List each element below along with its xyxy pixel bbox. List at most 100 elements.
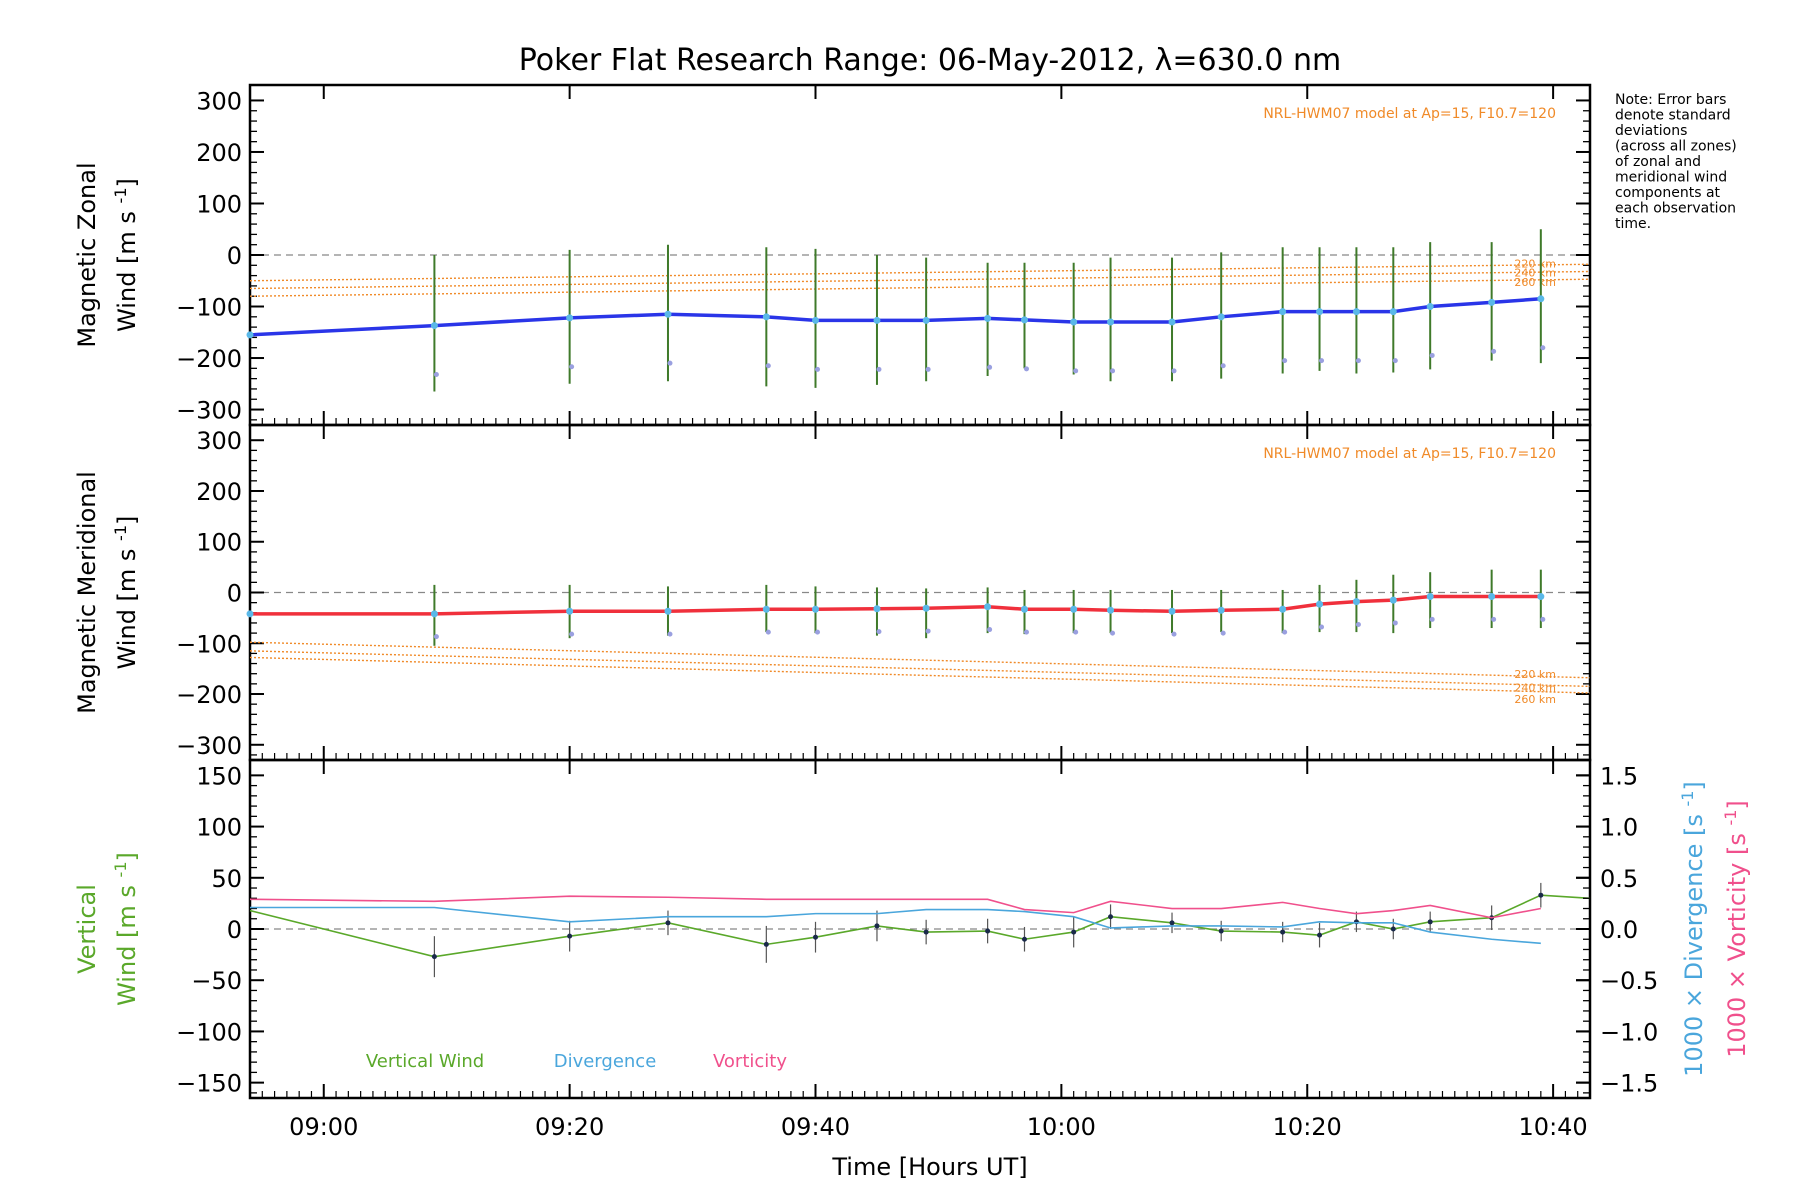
- wind-point: [1389, 308, 1397, 316]
- wind-point: [873, 316, 881, 324]
- zone-sample-point: [1540, 345, 1546, 351]
- x-tick-label: 09:40: [781, 1113, 850, 1141]
- vertical-wind-point: [985, 928, 991, 934]
- model-line-240-km: [249, 650, 1591, 688]
- wind-point: [762, 605, 770, 613]
- y-tick-label: 100: [196, 814, 242, 842]
- model-level-label: 260 km: [1514, 693, 1556, 706]
- vertical-wind-point: [763, 941, 769, 947]
- y-tick-label: 300: [196, 427, 242, 455]
- legend-entry: Vorticity: [713, 1051, 787, 1072]
- panel-frame: [248, 758, 1592, 1100]
- model-label: NRL-HWM07 model at Ap=15, F10.7=120: [1263, 106, 1556, 122]
- y-tick-label: 0: [227, 242, 242, 270]
- zone-sample-point: [1220, 363, 1226, 369]
- wind-point: [1537, 593, 1545, 601]
- y-tick-label: −300: [176, 732, 242, 760]
- y-tick-label: 150: [196, 762, 242, 790]
- y-tick-label: −100: [176, 630, 242, 658]
- model-level-label: 220 km: [1514, 257, 1556, 270]
- zone-sample-point: [1220, 630, 1226, 636]
- zone-sample-point: [569, 364, 575, 370]
- zone-sample-point: [433, 634, 439, 640]
- x-tick-label: 10:20: [1273, 1113, 1342, 1141]
- vertical-wind-line: [249, 894, 1591, 958]
- legend-entry: Vertical Wind: [366, 1051, 484, 1072]
- zone-sample-point: [876, 629, 882, 635]
- wind-point: [1070, 318, 1078, 326]
- wind-point: [922, 604, 930, 612]
- wind-point: [1316, 600, 1324, 608]
- zone-sample-point: [1073, 368, 1079, 374]
- wind-point: [873, 605, 881, 613]
- zonal-panel: 300 200 100 0 −100 −200 −300 Magnetic Zonal Wind…: [73, 83, 1592, 427]
- zone-sample-point: [1429, 616, 1435, 622]
- y2-tick-label: 0.0: [1600, 916, 1638, 944]
- zone-sample-point: [569, 631, 575, 637]
- zone-sample-point: [876, 366, 882, 372]
- zone-sample-point: [815, 629, 821, 635]
- y2-tick-label: 0.5: [1600, 865, 1638, 893]
- model-line-220-km: [249, 641, 1591, 679]
- x-tick-label: 09:00: [289, 1113, 358, 1141]
- zone-sample-point: [1392, 358, 1398, 364]
- zone-sample-point: [1319, 358, 1325, 364]
- wind-point: [1352, 598, 1360, 606]
- zone-sample-point: [765, 363, 771, 369]
- model-line-240-km: [249, 270, 1591, 290]
- note-line: Note: Error bars: [1615, 92, 1726, 108]
- meridional-panel: 300 200 100 0 −100 −200 −300 Magnetic Meridiona…: [73, 423, 1592, 762]
- wind-point: [1107, 318, 1115, 326]
- wind-point: [1020, 605, 1028, 613]
- y-tick-label: −300: [176, 397, 242, 425]
- wind-point: [1217, 313, 1225, 321]
- note-line: meridional wind: [1615, 170, 1727, 186]
- wind-point: [246, 610, 254, 618]
- zone-sample-point: [1171, 631, 1177, 637]
- zone-sample-point: [1355, 358, 1361, 364]
- zone-sample-point: [765, 629, 771, 635]
- y-axis-label-line1: Magnetic Zonal: [73, 162, 101, 347]
- wind-point: [762, 313, 770, 321]
- vertical-wind-point: [431, 954, 437, 960]
- y2-tick-label: 1.5: [1600, 762, 1638, 790]
- wind-point: [984, 314, 992, 322]
- wind-point: [1168, 318, 1176, 326]
- vertical-wind-point: [923, 929, 929, 935]
- wind-point: [1217, 606, 1225, 614]
- wind-point: [1352, 308, 1360, 316]
- note-line: denote standard: [1615, 108, 1731, 124]
- wind-point: [922, 316, 930, 324]
- y-tick-label: 100: [196, 190, 242, 218]
- y-axis-label-line2: Wind [m s -1]: [111, 178, 141, 332]
- y-axis-label-line1: Vertical: [73, 884, 101, 974]
- vertical-wind-point: [1021, 936, 1027, 942]
- wind-point: [1389, 596, 1397, 604]
- y-tick-label: 100: [196, 529, 242, 557]
- zone-sample-point: [1355, 621, 1361, 627]
- vertical-wind-point: [813, 934, 819, 940]
- chart-title: Poker Flat Research Range: 06-May-2012, …: [519, 43, 1341, 78]
- divergence-line: [250, 906, 1541, 945]
- y-tick-label: 0: [227, 916, 242, 944]
- zone-sample-point: [667, 631, 673, 637]
- wind-point: [1537, 295, 1545, 303]
- zone-sample-point: [1540, 616, 1546, 622]
- y2-tick-label: 1.0: [1600, 814, 1638, 842]
- model-label: NRL-HWM07 model at Ap=15, F10.7=120: [1263, 446, 1556, 462]
- zone-sample-point: [1023, 629, 1029, 635]
- zone-sample-point: [1392, 620, 1398, 626]
- vertical-wind-point: [1317, 932, 1323, 938]
- zone-sample-point: [987, 364, 993, 370]
- zone-sample-point: [925, 628, 931, 634]
- x-tick-label: 10:00: [1027, 1113, 1096, 1141]
- zone-sample-point: [1319, 624, 1325, 630]
- panel-frame: [248, 423, 1592, 762]
- vertical-wind-point: [567, 933, 573, 939]
- y-tick-label: −200: [176, 681, 242, 709]
- wind-point: [664, 310, 672, 318]
- y-tick-label: 200: [196, 139, 242, 167]
- wind-point: [430, 610, 438, 618]
